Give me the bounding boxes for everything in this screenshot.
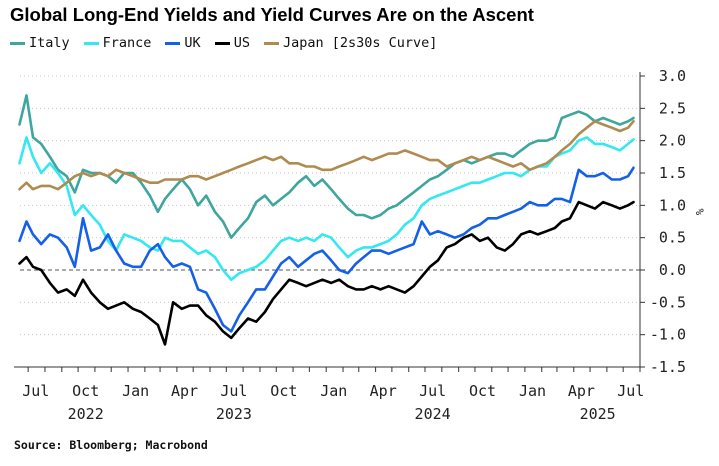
y-tick-label: 1.5 (659, 164, 686, 182)
x-tick-label: Oct (72, 382, 99, 400)
legend-item-us: US (214, 35, 250, 51)
legend-swatch (10, 41, 25, 45)
x-tick-label: Jul (617, 382, 644, 400)
series-line-japan-2s30s-curve (18, 120, 635, 191)
x-tick-label: Jul (419, 382, 446, 400)
x-tick-label: Oct (469, 382, 496, 400)
y-tick-label: 3.0 (659, 67, 686, 85)
legend-item-japan-2s30s-curve: Japan [2s30s Curve] (263, 35, 438, 51)
series-line-uk (18, 166, 635, 333)
legend-item-uk: UK (165, 35, 201, 51)
x-tick-label: Jul (220, 382, 247, 400)
legend-label: US (233, 35, 250, 51)
gridlines (20, 75, 640, 368)
x-year-label: 2023 (216, 405, 252, 423)
series-line-france (18, 136, 635, 281)
legend-swatch (83, 41, 99, 45)
legend: Italy France UK US Japan [2s30s Curve] (10, 35, 437, 51)
x-year-label: 2024 (415, 405, 451, 423)
series-lines (18, 94, 635, 346)
x-tick-label: Apr (568, 382, 595, 400)
legend-label: UK (184, 35, 201, 51)
legend-swatch (165, 41, 181, 45)
x-tick-label: Jul (22, 382, 49, 400)
legend-item-france: France (83, 35, 152, 51)
x-tick-label: Jan (122, 382, 149, 400)
legend-item-italy: Italy (10, 35, 70, 51)
y-axis-label: % (693, 208, 706, 215)
y-tick-label: -1.5 (650, 358, 686, 376)
series-line-italy (18, 94, 635, 239)
x-tick-label: Oct (270, 382, 297, 400)
legend-label: France (102, 35, 152, 51)
y-tick-label: 2.0 (659, 132, 686, 150)
y-tick-label: 1.0 (659, 196, 686, 214)
legend-label: Italy (29, 35, 70, 51)
y-tick-label: -1.0 (650, 326, 686, 344)
y-tick-label: 0.5 (659, 229, 686, 247)
legend-label: Japan [2s30s Curve] (282, 35, 438, 51)
x-tick-label: Apr (370, 382, 397, 400)
legend-swatch (263, 41, 279, 45)
y-tick-label: 0.0 (659, 261, 686, 279)
x-tick-label: Apr (171, 382, 198, 400)
source-note: Source: Bloomberg; Macrobond (14, 438, 208, 452)
legend-swatch (214, 41, 230, 45)
x-tick-label: Jan (320, 382, 347, 400)
x-year-label: 2025 (580, 405, 616, 423)
chart-title: Global Long-End Yields and Yield Curves … (10, 4, 534, 25)
axes: 3.0 2.5 2.0 1.5 1.0 0.5 0.0 -0.5 -1.0 -1.5% Jul Oct… (14, 67, 706, 423)
x-tick-label: Jan (519, 382, 546, 400)
y-tick-label: 2.5 (659, 99, 686, 117)
x-year-label: 2022 (68, 405, 104, 423)
series-line-us (18, 200, 635, 346)
y-tick-label: -0.5 (650, 293, 686, 311)
